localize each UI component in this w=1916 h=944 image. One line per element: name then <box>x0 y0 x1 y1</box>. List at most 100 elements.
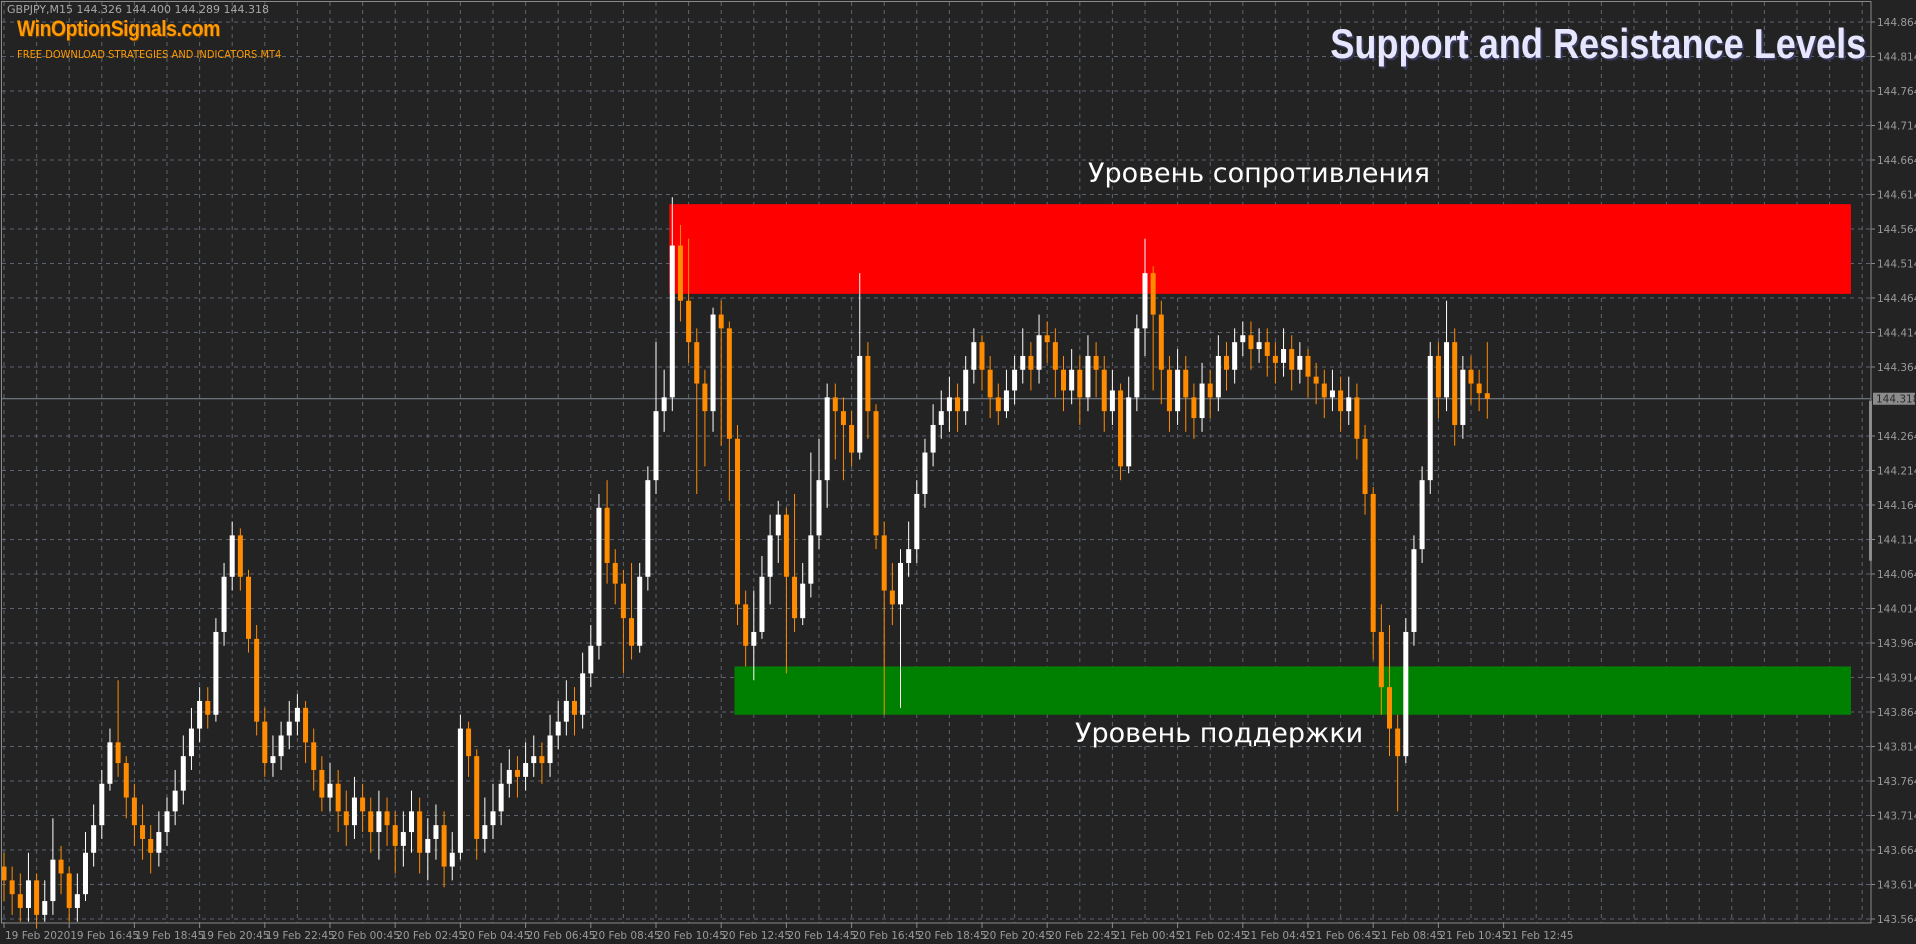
bear-candle <box>1052 328 1058 398</box>
y-tick-label: 144.764 <box>1877 86 1916 98</box>
resistance-zone <box>669 204 1851 294</box>
bull-candle <box>400 811 406 867</box>
bear-candle <box>987 355 993 419</box>
bear-candle <box>1289 335 1295 391</box>
bear-candle <box>1191 383 1197 439</box>
candle-body <box>1199 383 1205 419</box>
candle-body <box>1387 687 1392 729</box>
candle-body <box>1403 631 1409 757</box>
candle-body <box>580 673 586 715</box>
bear-candle <box>849 411 855 467</box>
candle-body <box>1444 342 1450 398</box>
bull-candle <box>1329 369 1335 412</box>
bear-candle <box>1044 321 1050 363</box>
bull-candle <box>1346 376 1352 425</box>
bear-candle <box>832 383 838 460</box>
candle-body <box>482 825 488 839</box>
bull-candle <box>351 776 357 839</box>
candle-body <box>1264 342 1270 356</box>
bear-candle <box>58 845 64 895</box>
candle-body <box>262 721 268 764</box>
candle-body <box>1289 349 1295 370</box>
bear-candle <box>694 328 700 494</box>
candle-body <box>547 735 553 764</box>
candle-body <box>246 576 251 639</box>
bear-candle <box>441 811 447 888</box>
bear-candle <box>115 680 121 777</box>
candle-body <box>743 604 749 646</box>
y-tick-label: 144.514 <box>1877 259 1916 271</box>
candle-body <box>930 424 936 453</box>
candle-body <box>50 859 56 902</box>
candle-body <box>1224 355 1229 370</box>
bull-candle <box>1069 349 1075 405</box>
candle-body <box>303 707 309 743</box>
y-tick-label: 144.664 <box>1877 155 1916 167</box>
bull-candle <box>156 811 162 867</box>
bear-candle <box>1362 424 1368 515</box>
support-label: Уровень поддержки <box>1075 718 1364 749</box>
candle-body <box>42 901 48 915</box>
candle-body <box>800 583 806 619</box>
candle-body <box>311 742 317 770</box>
bull-candle <box>1427 342 1433 494</box>
candle-body <box>1077 369 1083 398</box>
candle-body <box>816 480 822 536</box>
candle-body <box>66 873 72 908</box>
y-tick-label: 144.714 <box>1877 121 1916 133</box>
bull-candle <box>1126 376 1132 474</box>
bear-candle <box>1484 342 1490 419</box>
candle-body <box>148 838 154 853</box>
candle-body <box>686 300 692 343</box>
x-tick-label: 20 Feb 10:45 <box>657 930 726 942</box>
bull-candle <box>1012 355 1018 405</box>
bull-candle <box>286 700 292 750</box>
bear-candle <box>148 825 154 874</box>
bear-candle <box>1272 342 1278 384</box>
price-axis-marker <box>1869 400 1872 561</box>
y-tick-label: 144.814 <box>1877 52 1916 64</box>
support-zone <box>734 666 1851 715</box>
bull-candle <box>857 273 863 460</box>
bear-candle <box>311 728 317 791</box>
candle-body <box>17 894 23 908</box>
candle-body <box>783 514 789 577</box>
x-tick-label: 19 Feb 20:45 <box>201 930 270 942</box>
x-tick-label: 20 Feb 20:45 <box>983 930 1052 942</box>
bear-candle <box>123 756 129 819</box>
candle-body <box>1215 355 1221 398</box>
bull-candle <box>938 390 944 439</box>
candle-body <box>384 811 390 826</box>
bear-candle <box>865 342 871 439</box>
bear-candle <box>1387 625 1392 757</box>
brand-tagline: FREE DOWNLOAD STRATEGIES AND INDICATORS … <box>17 48 282 61</box>
bull-candle <box>188 707 194 770</box>
candle-body <box>995 397 1001 412</box>
bear-candle <box>686 238 692 363</box>
bull-candle <box>767 514 773 605</box>
candle-body <box>351 797 357 826</box>
candle-body <box>441 825 447 867</box>
bull-candle <box>1411 535 1417 646</box>
candle-body <box>1126 397 1132 467</box>
y-tick-label: 143.564 <box>1877 914 1916 926</box>
candle-body <box>955 397 961 412</box>
grid <box>2 2 1871 923</box>
candle-body <box>1321 383 1327 398</box>
candle-body <box>335 783 341 812</box>
x-tick-label: 20 Feb 16:45 <box>853 930 922 942</box>
resistance-label: Уровень сопротивления <box>1088 158 1430 189</box>
bear-candle <box>254 625 260 736</box>
bear-candle <box>620 569 626 674</box>
candle-body <box>188 728 194 757</box>
x-tick-label: 20 Feb 22:45 <box>1048 930 1117 942</box>
candle-body <box>735 438 740 605</box>
bull-candle <box>547 714 553 777</box>
candle-body <box>946 397 952 412</box>
bear-candle <box>514 756 520 798</box>
bear-candle <box>1452 328 1458 446</box>
bull-candle <box>653 342 659 494</box>
candle-body <box>1 866 7 881</box>
y-tick-label: 144.414 <box>1877 328 1916 340</box>
